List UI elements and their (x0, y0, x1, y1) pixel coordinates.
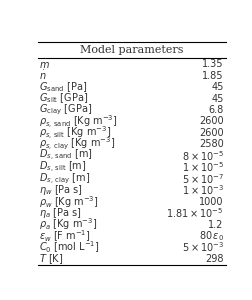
Text: 2580: 2580 (198, 140, 223, 149)
Text: $\rho_a$ [Kg m$^{-3}$]: $\rho_a$ [Kg m$^{-3}$] (39, 217, 97, 232)
Text: 45: 45 (211, 82, 223, 92)
Text: $G_\mathrm{clay}$ [GPa]: $G_\mathrm{clay}$ [GPa] (39, 103, 92, 117)
Text: $1.81 \times 10^{-5}$: $1.81 \times 10^{-5}$ (166, 206, 223, 220)
Text: $D_{s,\,\mathrm{silt}}$ [m]: $D_{s,\,\mathrm{silt}}$ [m] (39, 160, 87, 175)
Text: $C_0$ [mol L$^{-1}$]: $C_0$ [mol L$^{-1}$] (39, 240, 100, 255)
Text: $G_\mathrm{sand}$ [Pa]: $G_\mathrm{sand}$ [Pa] (39, 80, 87, 94)
Text: $\rho_{s,\,\mathrm{clay}}$ [Kg m$^{-3}$]: $\rho_{s,\,\mathrm{clay}}$ [Kg m$^{-3}$] (39, 136, 115, 152)
Text: 1.35: 1.35 (202, 59, 223, 69)
Text: 2600: 2600 (198, 116, 223, 126)
Text: $\rho_w$ [Kg m$^{-3}$]: $\rho_w$ [Kg m$^{-3}$] (39, 194, 99, 210)
Text: $5 \times 10^{-3}$: $5 \times 10^{-3}$ (181, 241, 223, 254)
Text: $80\,\epsilon_0$: $80\,\epsilon_0$ (198, 229, 223, 243)
Text: $\dot{m}$: $\dot{m}$ (39, 58, 50, 71)
Text: $\epsilon_w$ [F m$^{-1}$]: $\epsilon_w$ [F m$^{-1}$] (39, 228, 91, 244)
Text: $\rho_{s,\,\mathrm{sand}}$ [Kg m$^{-3}$]: $\rho_{s,\,\mathrm{sand}}$ [Kg m$^{-3}$] (39, 113, 118, 130)
Text: $8 \times 10^{-5}$: $8 \times 10^{-5}$ (181, 149, 223, 163)
Text: 6.8: 6.8 (208, 105, 223, 115)
Text: 1.85: 1.85 (202, 70, 223, 81)
Text: $D_{s,\,\mathrm{clay}}$ [m]: $D_{s,\,\mathrm{clay}}$ [m] (39, 172, 90, 186)
Text: $G_\mathrm{silt}$ [GPa]: $G_\mathrm{silt}$ [GPa] (39, 92, 88, 105)
Text: $\dot{n}$: $\dot{n}$ (39, 69, 47, 82)
Text: Model parameters: Model parameters (80, 45, 183, 55)
Text: $T$ [K]: $T$ [K] (39, 252, 64, 266)
Text: 1000: 1000 (199, 197, 223, 207)
Text: $1 \times 10^{-3}$: $1 \times 10^{-3}$ (181, 183, 223, 197)
Text: 1.2: 1.2 (208, 220, 223, 230)
Text: $\eta_w$ [Pa s]: $\eta_w$ [Pa s] (39, 183, 83, 197)
Text: $\eta_a$ [Pa s]: $\eta_a$ [Pa s] (39, 206, 82, 220)
Text: $5 \times 10^{-7}$: $5 \times 10^{-7}$ (181, 172, 223, 186)
Text: $\rho_{s,\,\mathrm{silt}}$ [Kg m$^{-3}$]: $\rho_{s,\,\mathrm{silt}}$ [Kg m$^{-3}$] (39, 124, 111, 141)
Text: 298: 298 (204, 254, 223, 264)
Text: $1 \times 10^{-5}$: $1 \times 10^{-5}$ (181, 160, 223, 174)
Text: 2600: 2600 (198, 128, 223, 138)
Text: 45: 45 (211, 94, 223, 103)
Text: $D_{s,\,\mathrm{sand}}$ [m]: $D_{s,\,\mathrm{sand}}$ [m] (39, 148, 93, 164)
